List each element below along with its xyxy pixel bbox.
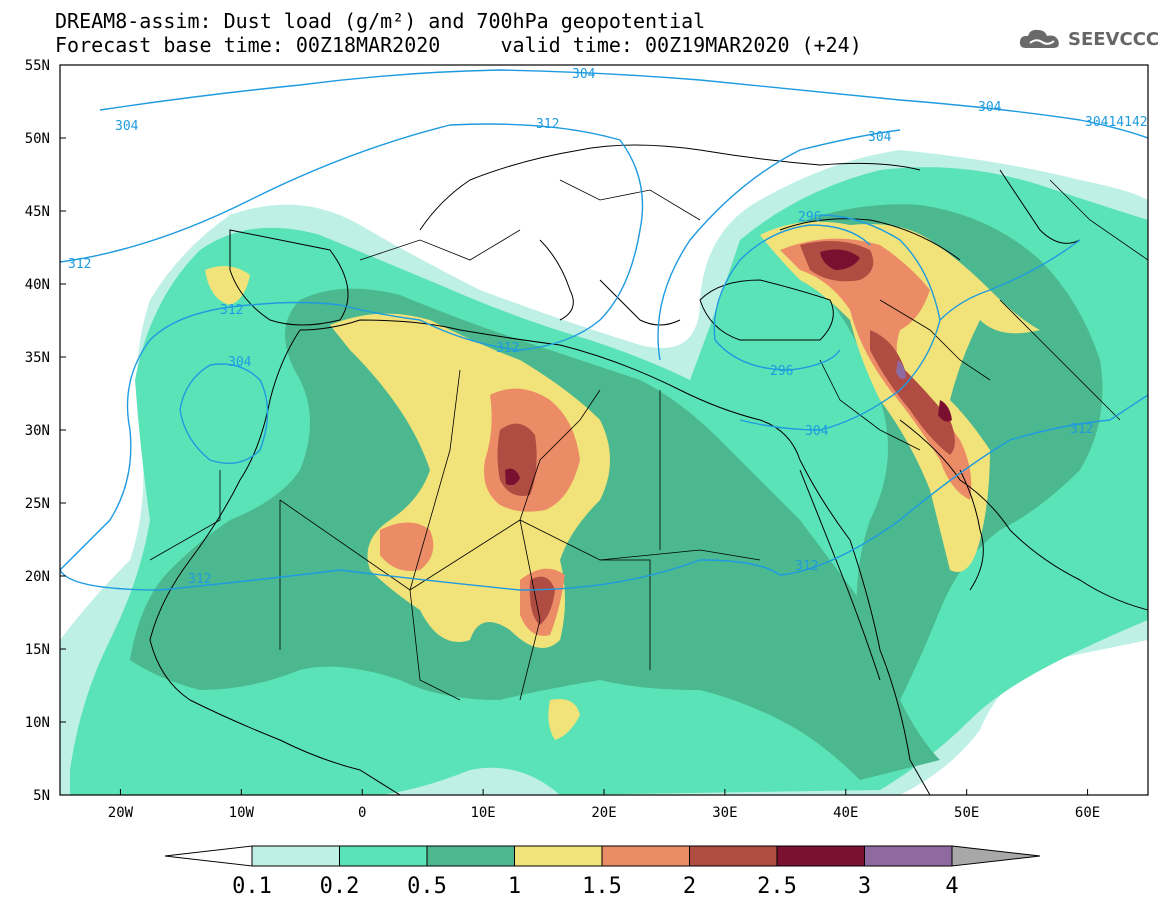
colorbar-cell — [864, 845, 953, 867]
contour-label: 296 — [798, 210, 821, 225]
dust-region-2-east-b — [870, 330, 955, 455]
contour-label: 304 — [228, 355, 252, 370]
colorbar-label: 1.5 — [582, 874, 622, 899]
lon-tick-label: 40E — [833, 805, 858, 821]
lat-tick-label: 20N — [25, 569, 50, 585]
contour-label: 304 — [805, 424, 829, 439]
lon-tick-label: 20W — [108, 805, 134, 821]
lat-tick-label: 25N — [25, 496, 50, 512]
colorbar-label: 4 — [945, 874, 958, 899]
lon-tick-label: 50E — [954, 805, 979, 821]
dust-field: 304 304 312 304 304 312 312 296 312 304 … — [60, 67, 1148, 795]
lon-tick-label: 0 — [358, 805, 366, 821]
contour-label: 304 — [572, 67, 596, 82]
colorbar-label: 0.1 — [232, 874, 272, 899]
coastlines — [149, 144, 1148, 795]
colorbar-cell — [601, 845, 690, 867]
dust-region-2-5 — [820, 249, 860, 270]
contour-labels: 304 304 312 304 304 312 312 296 312 304 … — [68, 67, 1148, 587]
colorbar-label: 2 — [683, 874, 696, 899]
colorbar-cell — [514, 845, 603, 867]
contour-label: 312 — [536, 117, 559, 132]
dust-region-1-5-east — [780, 238, 972, 501]
lat-tick-label: 30N — [25, 423, 50, 439]
dust-region-3 — [896, 360, 906, 380]
colorbar-label: 2.5 — [757, 874, 797, 899]
chart-title-line2: Forecast base time: 00Z18MAR2020 valid t… — [55, 33, 862, 57]
colorbar-label: 0.5 — [407, 874, 447, 899]
colorbar-cell — [776, 845, 865, 867]
colorbar-label: 1 — [508, 874, 521, 899]
colorbar-cell — [426, 845, 515, 867]
colorbar-label: 0.2 — [320, 874, 360, 899]
lon-tick-label: 10E — [470, 805, 495, 821]
colorbar-overflow-triangle — [951, 845, 1041, 867]
lon-tick-label: 20E — [591, 805, 616, 821]
dust-region-2 — [497, 423, 537, 496]
lon-tick-label: 10W — [229, 805, 255, 821]
contour-label: 296 — [770, 364, 793, 379]
contour-label: 312 — [1070, 422, 1093, 437]
lon-axis: 20W 10W 0 10E 20E 30E 40E 50E 60E — [108, 789, 1100, 821]
colorbar-label: 3 — [858, 874, 871, 899]
logo-text: SEEVCCC — [1068, 28, 1160, 50]
country-borders — [149, 179, 1148, 701]
lat-tick-label: 15N — [25, 642, 50, 658]
lat-tick-label: 40N — [25, 277, 50, 293]
contour-label: 304 — [978, 100, 1002, 115]
colorbar-cell — [689, 845, 778, 867]
colorbar-cell — [251, 845, 340, 867]
contour-label: 312 — [795, 559, 818, 574]
colorbar-underflow-triangle — [164, 845, 253, 867]
dust-region-1-atlantic — [205, 266, 250, 305]
contour-label: 312 — [68, 257, 91, 272]
colorbar-cell — [339, 845, 428, 867]
cloud-icon — [1019, 29, 1059, 48]
lon-tick-label: 60E — [1075, 805, 1100, 821]
lat-tick-label: 5N — [33, 788, 50, 804]
contour-label: 304 — [868, 130, 892, 145]
contour-label: 312 — [188, 572, 211, 587]
contour-label: 312 — [220, 303, 243, 318]
contour-label: 30414142 — [1085, 115, 1148, 130]
lat-tick-label: 55N — [25, 58, 50, 74]
map-frame-group: 304 304 312 304 304 312 312 296 312 304 … — [59, 64, 1149, 796]
colorbar: 0.1 0.2 0.5 1 1.5 2 2.5 3 4 — [164, 845, 1041, 899]
chart-title-line1: DREAM8-assim: Dust load (g/m²) and 700hP… — [55, 9, 706, 33]
lat-tick-label: 50N — [25, 131, 50, 147]
lat-axis: 55N 50N 45N 40N 35N 30N 25N 20N 15N 10N 5N — [25, 58, 66, 804]
dust-region-2-5-b — [505, 468, 520, 486]
lat-tick-label: 45N — [25, 204, 50, 220]
lat-tick-label: 35N — [25, 350, 50, 366]
dust-region-1-sahel — [548, 699, 580, 740]
contour-label: 304 — [115, 119, 139, 134]
contour-label: 312 — [496, 341, 519, 356]
geopotential-contours — [60, 69, 1148, 591]
dust-region-2-5-c — [938, 400, 952, 422]
dust-region-1-5-b — [380, 522, 434, 571]
seevccc-logo: SEEVCCC — [1018, 26, 1159, 52]
lon-tick-label: 30E — [712, 805, 737, 821]
lat-tick-label: 10N — [25, 715, 50, 731]
